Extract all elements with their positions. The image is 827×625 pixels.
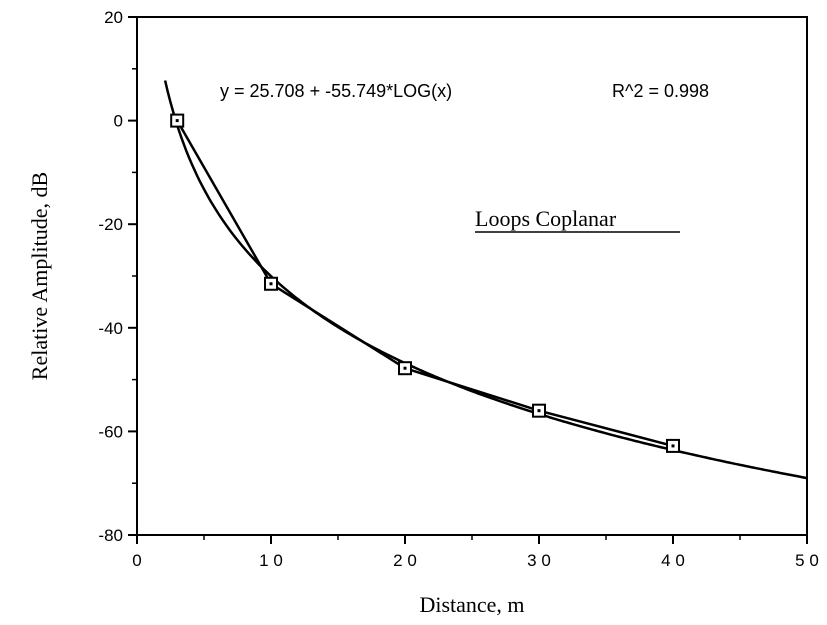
data-point-marker-center xyxy=(403,366,407,370)
x-tick-label: 3 0 xyxy=(527,551,551,570)
data-point-marker-center xyxy=(175,119,179,123)
series-label-annotation: Loops Coplanar xyxy=(475,206,617,231)
y-axis-title: Relative Amplitude, dB xyxy=(27,172,52,380)
x-tick-label: 4 0 xyxy=(661,551,685,570)
y-tick-label: -60 xyxy=(98,422,123,441)
y-axis-ticks: -80 -60 -40 -20 0 20 xyxy=(98,8,137,545)
data-point-marker-center xyxy=(269,282,273,286)
marker-layer xyxy=(170,113,680,453)
x-tick-label: 1 0 xyxy=(259,551,283,570)
series-fit-curve xyxy=(163,80,808,480)
x-tick-label: 5 0 xyxy=(795,551,819,570)
y-tick-label: -20 xyxy=(98,215,123,234)
y-tick-label: 0 xyxy=(114,112,123,131)
equation-annotation: y = 25.708 + -55.749*LOG(x) xyxy=(220,81,452,101)
x-axis-title: Distance, m xyxy=(419,592,524,617)
x-tick-label: 2 0 xyxy=(393,551,417,570)
y-tick-label: -80 xyxy=(98,526,123,545)
x-axis-ticks: 0 1 0 2 0 3 0 4 0 5 0 xyxy=(132,535,819,570)
series-layer xyxy=(163,80,808,480)
r-squared-annotation: R^2 = 0.998 xyxy=(612,81,709,101)
y-tick-label: -40 xyxy=(98,319,123,338)
y-tick-label: 20 xyxy=(104,8,123,27)
series-measured-line xyxy=(176,119,674,448)
x-tick-label: 0 xyxy=(132,551,141,570)
data-point-marker-center xyxy=(671,444,675,448)
data-point-marker-center xyxy=(537,409,541,413)
